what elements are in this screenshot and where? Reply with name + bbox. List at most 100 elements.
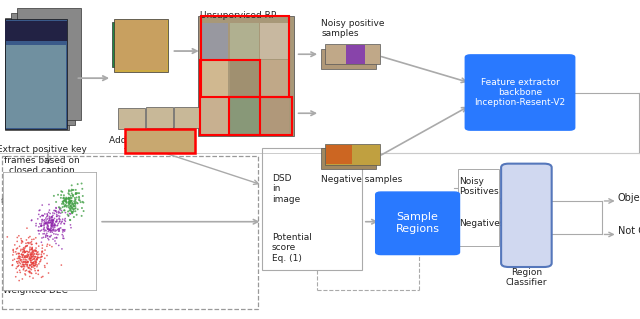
FancyBboxPatch shape — [465, 55, 575, 130]
Point — [44, 227, 54, 232]
Point — [18, 267, 28, 272]
Point — [36, 224, 46, 229]
Point — [67, 210, 77, 215]
Point — [50, 227, 60, 233]
Point — [53, 226, 63, 232]
Point — [76, 200, 86, 205]
Point — [28, 253, 38, 258]
Point — [18, 253, 28, 258]
Point — [39, 222, 49, 227]
Bar — [5, 21, 67, 41]
Point — [27, 245, 37, 250]
Point — [46, 218, 56, 223]
Point — [61, 204, 72, 209]
Bar — [125, 129, 195, 153]
Point — [16, 264, 26, 269]
Point — [72, 195, 82, 200]
Point — [47, 219, 58, 224]
Point — [31, 262, 41, 267]
Point — [21, 260, 31, 265]
Point — [42, 242, 52, 247]
Bar — [5, 18, 69, 130]
Point — [56, 208, 67, 213]
Text: Unsupervised RP: Unsupervised RP — [200, 11, 276, 20]
Point — [58, 229, 68, 234]
Point — [26, 247, 36, 252]
Point — [51, 209, 61, 214]
Point — [61, 198, 71, 204]
Point — [68, 194, 78, 199]
Point — [52, 235, 62, 241]
Point — [65, 196, 75, 201]
Point — [23, 252, 33, 257]
Point — [38, 218, 49, 223]
Point — [54, 219, 65, 224]
Point — [18, 249, 28, 254]
Point — [60, 198, 70, 203]
Point — [29, 256, 40, 261]
Bar — [325, 144, 380, 165]
Point — [32, 251, 42, 256]
Point — [12, 270, 22, 275]
Point — [48, 213, 58, 218]
Point — [19, 255, 29, 260]
Point — [52, 223, 63, 228]
Point — [70, 202, 81, 207]
Point — [27, 246, 37, 251]
Bar — [321, 148, 376, 169]
Point — [34, 208, 44, 213]
Point — [28, 251, 38, 256]
Point — [54, 210, 65, 215]
Point — [39, 231, 49, 236]
Point — [45, 228, 56, 233]
Point — [48, 227, 58, 232]
Point — [57, 232, 67, 237]
Point — [44, 220, 54, 225]
Point — [31, 271, 41, 276]
Point — [58, 200, 68, 205]
Point — [47, 228, 57, 234]
Point — [28, 261, 38, 266]
Point — [24, 249, 35, 254]
Text: Noisy
Positives: Noisy Positives — [460, 177, 499, 197]
Point — [39, 228, 49, 234]
Point — [47, 227, 58, 233]
Point — [68, 209, 79, 214]
Point — [59, 193, 69, 198]
Point — [64, 199, 74, 204]
Point — [36, 275, 47, 280]
Point — [47, 218, 57, 223]
Point — [77, 193, 88, 198]
Point — [36, 221, 47, 226]
Point — [47, 214, 57, 219]
Point — [39, 251, 49, 256]
Point — [26, 256, 36, 261]
Point — [29, 266, 40, 271]
Point — [25, 263, 35, 268]
Point — [34, 252, 44, 257]
Point — [31, 257, 41, 262]
Point — [54, 214, 65, 219]
Point — [45, 217, 55, 222]
Point — [19, 259, 29, 264]
Point — [60, 228, 70, 234]
Point — [77, 213, 87, 219]
Point — [58, 199, 68, 204]
Point — [65, 218, 76, 223]
Point — [61, 203, 71, 208]
Point — [15, 254, 26, 259]
Point — [64, 197, 74, 202]
Point — [40, 221, 50, 226]
Point — [68, 187, 79, 192]
Point — [40, 256, 50, 261]
Point — [8, 258, 18, 263]
Point — [13, 251, 23, 256]
Point — [60, 204, 70, 209]
Point — [20, 250, 30, 255]
Point — [58, 202, 68, 207]
Point — [56, 211, 66, 216]
Point — [19, 248, 29, 253]
Point — [34, 228, 44, 233]
Point — [35, 221, 45, 226]
Point — [38, 227, 49, 232]
